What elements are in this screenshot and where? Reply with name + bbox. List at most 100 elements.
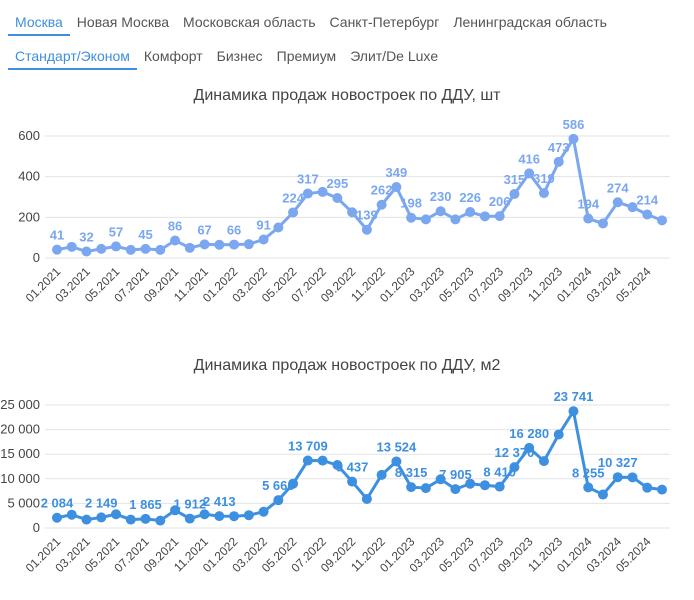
tab[interactable]: Москва: [8, 10, 70, 36]
tab[interactable]: Санкт-Петербург: [329, 14, 440, 30]
point: [509, 188, 520, 199]
tab[interactable]: Стандарт/Эконом: [8, 44, 137, 70]
point: [597, 218, 608, 229]
point: [170, 505, 181, 516]
point: [435, 474, 446, 485]
point: [657, 484, 667, 495]
point: [52, 512, 62, 523]
data-label: 8 410: [483, 465, 516, 480]
tab[interactable]: Новая Москва: [76, 14, 170, 30]
point: [347, 476, 358, 487]
point: [258, 234, 269, 245]
point: [553, 156, 564, 167]
point: [494, 211, 505, 222]
data-label: 13 709: [288, 439, 328, 454]
data-label: 7 905: [439, 467, 472, 482]
point: [229, 239, 240, 250]
data-label: 8 315: [395, 465, 428, 480]
point: [273, 495, 284, 506]
point: [288, 207, 299, 218]
data-label: 86: [168, 219, 182, 234]
point: [214, 511, 225, 522]
tab[interactable]: Ленинградская область: [453, 14, 607, 30]
point: [66, 241, 77, 252]
point: [184, 242, 195, 253]
data-label: 41: [50, 228, 64, 243]
point: [583, 482, 594, 493]
point: [553, 429, 564, 440]
tab[interactable]: Элит/De Luxe: [350, 48, 439, 64]
point: [199, 509, 210, 520]
data-label: 274: [607, 180, 629, 195]
y-tick-label: 25 000: [0, 397, 40, 412]
data-label: 16 280: [509, 426, 549, 441]
point: [642, 482, 653, 493]
data-label: 2 149: [85, 495, 118, 510]
point: [479, 480, 490, 491]
point: [509, 462, 520, 473]
point: [406, 212, 417, 223]
data-label: 206: [489, 194, 511, 209]
point: [81, 246, 92, 257]
point: [361, 224, 372, 235]
data-label: 349: [386, 165, 408, 180]
y-tick-label: 10 000: [0, 471, 40, 486]
point: [568, 133, 579, 144]
data-label: 2 084: [41, 496, 74, 511]
data-label: 139: [356, 208, 378, 223]
point: [465, 478, 476, 489]
data-label: 214: [636, 192, 658, 207]
point: [243, 510, 254, 521]
tab[interactable]: Бизнес: [216, 48, 263, 64]
data-label: 416: [518, 151, 540, 166]
point: [612, 472, 623, 483]
point: [214, 239, 225, 250]
tab[interactable]: Премиум: [276, 48, 337, 64]
point: [657, 215, 667, 226]
point: [406, 482, 417, 493]
data-label: 5 660: [262, 478, 295, 493]
point: [420, 483, 431, 494]
charts: Динамика продаж новостроек по ДДУ, шт 0 20…: [0, 87, 670, 575]
data-label: 23 741: [554, 389, 594, 404]
data-label: 586: [563, 117, 585, 132]
point: [317, 186, 328, 197]
tab[interactable]: Московская область: [183, 14, 316, 30]
y-tick-label: 20 000: [0, 422, 40, 437]
data-label: 317: [297, 172, 319, 187]
point: [96, 243, 107, 254]
point: [568, 406, 579, 417]
data-label: 57: [109, 224, 123, 239]
region-tabs: Москва Новая Москва Московская область Санк…: [8, 10, 614, 36]
point: [140, 513, 151, 524]
point: [184, 513, 195, 524]
data-label: 473: [548, 140, 570, 155]
point: [258, 506, 269, 517]
point: [391, 456, 402, 467]
chart-title: Динамика продаж новостроек по ДДУ, шт: [193, 87, 501, 104]
point: [361, 493, 372, 504]
data-label: 66: [227, 223, 241, 238]
point: [627, 472, 638, 483]
point: [376, 469, 387, 480]
data-label: 10 327: [598, 455, 638, 470]
data-label: 8 255: [572, 465, 605, 480]
point: [155, 515, 166, 526]
point: [612, 197, 623, 208]
point: [450, 214, 461, 225]
point: [302, 455, 313, 466]
data-label: 12 370: [495, 445, 535, 460]
point: [465, 207, 476, 218]
point: [317, 455, 328, 466]
point: [125, 244, 136, 255]
y-tick-label: 15 000: [0, 446, 40, 461]
data-label: 91: [256, 217, 270, 232]
tab[interactable]: Комфорт: [143, 48, 203, 64]
data-label: 295: [327, 176, 349, 191]
point: [155, 244, 166, 255]
point: [140, 243, 151, 254]
data-label: 1 865: [129, 497, 162, 512]
point: [229, 511, 240, 522]
point: [111, 509, 122, 520]
